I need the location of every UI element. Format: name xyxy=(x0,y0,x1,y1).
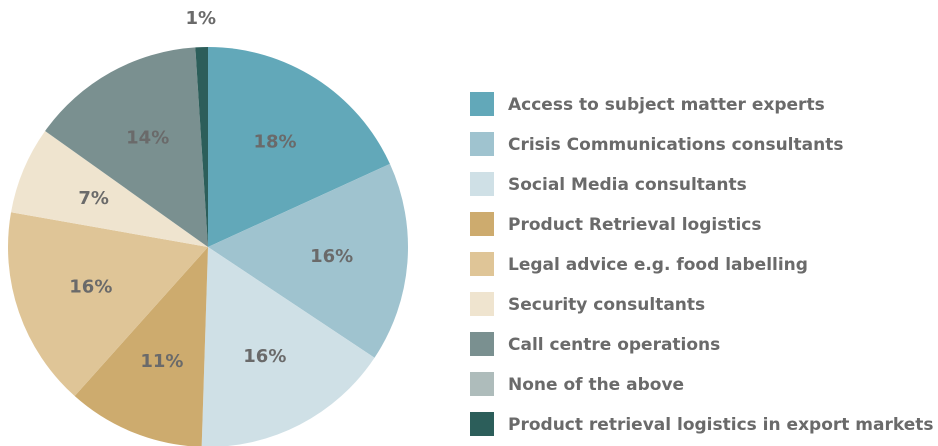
slice-label: 16% xyxy=(69,277,112,298)
legend-swatch xyxy=(470,372,494,396)
legend-swatch xyxy=(470,252,494,276)
pie-slice xyxy=(74,247,208,446)
slice-label: 1% xyxy=(185,8,216,29)
slice-label: 11% xyxy=(140,351,183,372)
pie-slice xyxy=(45,47,208,247)
pie-slice xyxy=(7,212,208,397)
slice-label: 18% xyxy=(253,132,296,153)
slice-label: 7% xyxy=(78,188,109,209)
legend-label: Access to subject matter experts xyxy=(508,95,825,115)
slice-label: 14% xyxy=(126,128,169,149)
pie-slice xyxy=(201,247,375,446)
legend-label: Legal advice e.g. food labelling xyxy=(508,255,808,275)
legend-swatch xyxy=(470,212,494,236)
slice-label: 16% xyxy=(243,346,286,367)
pie-slice xyxy=(208,163,408,358)
legend-label: Security consultants xyxy=(508,295,705,315)
legend-swatch xyxy=(470,132,494,156)
pie-slice xyxy=(11,130,208,247)
pie-slice xyxy=(195,47,208,247)
legend-swatch xyxy=(470,292,494,316)
pie-slice xyxy=(208,47,390,247)
legend-swatch xyxy=(470,332,494,356)
slice-label: 16% xyxy=(310,246,353,267)
legend-swatch xyxy=(470,92,494,116)
legend-label: Crisis Communications consultants xyxy=(508,135,843,155)
legend-label: Product Retrieval logistics xyxy=(508,215,761,235)
legend-swatch xyxy=(470,412,494,436)
legend-label: Product retrieval logistics in export ma… xyxy=(508,415,934,435)
legend-label: Social Media consultants xyxy=(508,175,747,195)
legend-swatch xyxy=(470,172,494,196)
legend-label: Call centre operations xyxy=(508,335,720,355)
legend-label: None of the above xyxy=(508,375,684,395)
